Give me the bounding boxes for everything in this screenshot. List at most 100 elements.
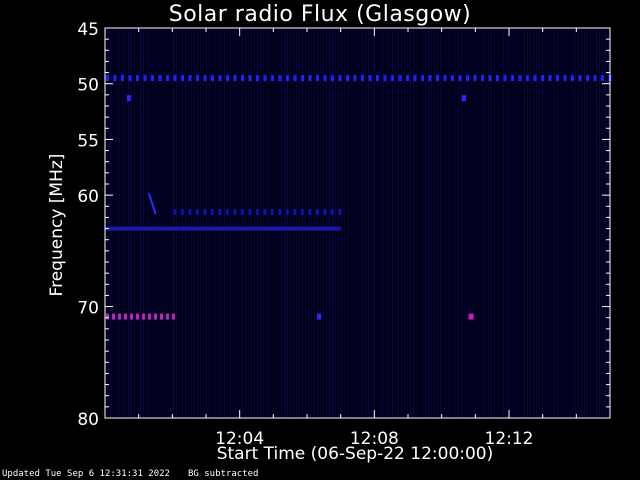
noise-streak <box>581 29 582 417</box>
noise-streak <box>518 29 519 417</box>
noise-streak <box>329 29 330 417</box>
noise-streak <box>194 29 195 417</box>
noise-streak <box>209 29 210 417</box>
y-tick-label: 45 <box>77 20 99 40</box>
noise-streak <box>353 29 354 417</box>
noise-streak <box>113 29 114 417</box>
noise-streak <box>233 29 234 417</box>
noise-streak <box>374 29 375 417</box>
noise-streak <box>293 29 294 417</box>
feature-dot <box>518 75 522 82</box>
feature-dot <box>142 313 145 320</box>
x-tick-label: 12:04 <box>215 429 264 449</box>
noise-streak <box>176 29 177 417</box>
noise-streak <box>401 29 402 417</box>
feature-dot <box>256 75 259 82</box>
noise-streak <box>440 29 441 417</box>
noise-streak <box>407 29 408 417</box>
noise-streak <box>236 29 237 417</box>
noise-streak <box>317 29 318 417</box>
y-axis-label: Frequency [MHz] <box>47 153 67 297</box>
feature-dot <box>406 75 409 82</box>
noise-streak <box>173 29 174 417</box>
noise-streak <box>404 29 405 417</box>
noise-streak <box>251 29 252 417</box>
feature-dot <box>173 75 177 82</box>
noise-streak <box>461 29 462 417</box>
feature-dot <box>293 208 297 215</box>
feature-dot <box>556 75 559 82</box>
noise-streak <box>164 29 165 417</box>
noise-streak <box>551 29 552 417</box>
noise-streak <box>263 29 264 417</box>
feature-dot <box>271 75 274 82</box>
feature-dot <box>166 313 169 320</box>
feature-dot <box>106 75 109 82</box>
plot-frame <box>104 27 611 419</box>
noise-streak <box>506 29 507 417</box>
feature-dot <box>210 208 214 215</box>
noise-streak <box>188 29 189 417</box>
feature-dot <box>466 75 469 82</box>
feature-dot <box>263 208 267 215</box>
noise-streak <box>458 29 459 417</box>
noise-streak <box>437 29 438 417</box>
noise-streak <box>446 29 447 417</box>
noise-streak <box>464 29 465 417</box>
feature-dot <box>112 313 115 320</box>
feature-dot <box>188 75 192 82</box>
noise-streak <box>578 29 579 417</box>
noise-streak <box>257 29 258 417</box>
noise-streak <box>134 29 135 417</box>
noise-streak <box>449 29 450 417</box>
noise-layer <box>107 29 609 417</box>
noise-streak <box>302 29 303 417</box>
noise-streak <box>242 29 243 417</box>
feature-dot <box>428 75 432 82</box>
feature-dot <box>473 75 477 82</box>
feature-dot <box>218 75 222 82</box>
feature-dot <box>571 75 574 82</box>
feature-dot <box>443 75 447 82</box>
feature-dot <box>548 75 552 82</box>
y-axis: 45 50 55 60 70 80 <box>77 20 610 430</box>
noise-streak <box>479 29 480 417</box>
y-tick-label: 60 <box>77 187 99 207</box>
feature-dot <box>278 208 282 215</box>
noise-streak <box>569 29 570 417</box>
noise-streak <box>320 29 321 417</box>
feature-dot <box>315 208 319 215</box>
noise-streak <box>182 29 183 417</box>
noise-streak <box>371 29 372 417</box>
feature-segment <box>468 313 474 320</box>
noise-streak <box>347 29 348 417</box>
noise-streak <box>116 29 117 417</box>
noise-streak <box>575 29 576 417</box>
noise-streak <box>254 29 255 417</box>
noise-streak <box>149 29 150 417</box>
noise-streak <box>359 29 360 417</box>
feature-dot <box>308 75 312 82</box>
noise-streak <box>245 29 246 417</box>
feature-dot <box>218 208 222 215</box>
y-tick-label: 55 <box>77 131 99 151</box>
noise-streak <box>452 29 453 417</box>
feature-dot <box>488 75 492 82</box>
feature-dot <box>172 313 175 320</box>
noise-streak <box>398 29 399 417</box>
feature-dot <box>398 75 402 82</box>
noise-streak <box>443 29 444 417</box>
noise-streak <box>497 29 498 417</box>
noise-streak <box>521 29 522 417</box>
noise-streak <box>524 29 525 417</box>
noise-streak <box>602 29 603 417</box>
noise-streak <box>272 29 273 417</box>
feature-dot <box>436 75 439 82</box>
feature-dot <box>166 75 169 82</box>
feature-dot <box>233 208 237 215</box>
noise-streak <box>563 29 564 417</box>
feature-drift <box>147 192 157 215</box>
noise-streak <box>509 29 510 417</box>
noise-streak <box>311 29 312 417</box>
